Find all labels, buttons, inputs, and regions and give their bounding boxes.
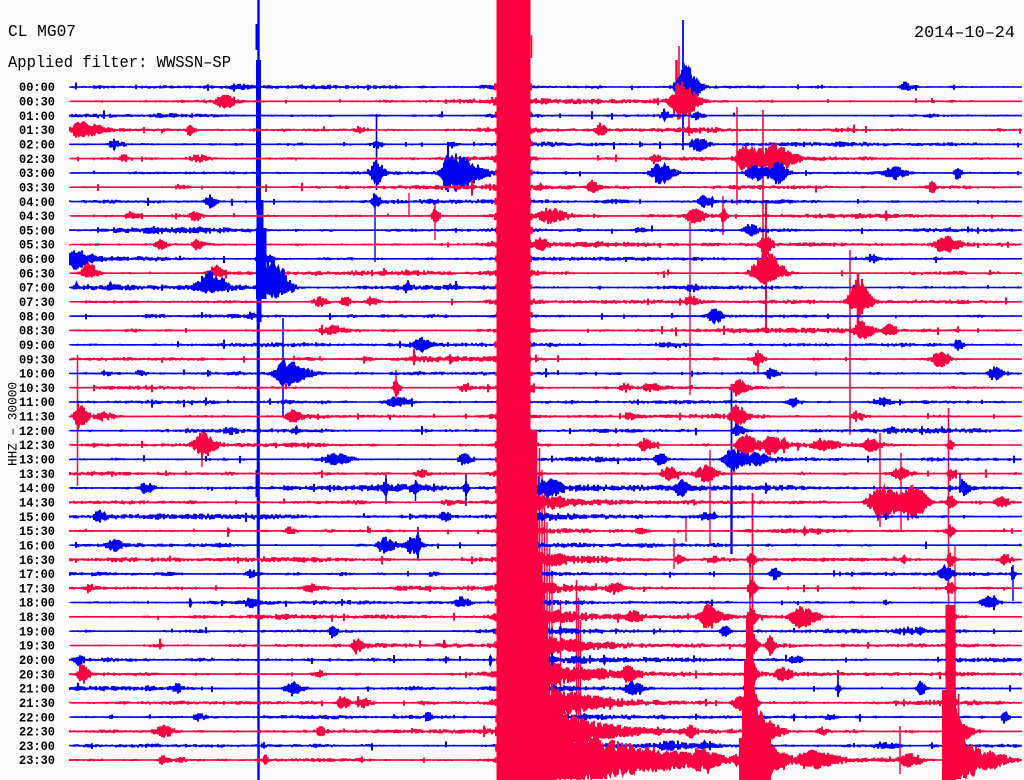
svg-text:03:00: 03:00: [19, 166, 55, 181]
svg-text:20:30: 20:30: [19, 667, 55, 682]
svg-text:10:00: 10:00: [19, 367, 55, 382]
svg-text:11:00: 11:00: [19, 395, 55, 410]
svg-text:21:30: 21:30: [19, 696, 55, 711]
svg-text:2014–10–24: 2014–10–24: [914, 24, 1015, 43]
svg-text:05:30: 05:30: [19, 238, 55, 253]
svg-text:16:00: 16:00: [19, 538, 55, 553]
svg-text:05:00: 05:00: [19, 223, 55, 238]
svg-text:08:30: 08:30: [19, 324, 55, 339]
svg-text:06:30: 06:30: [19, 266, 55, 281]
svg-text:11:30: 11:30: [19, 410, 55, 425]
svg-text:13:30: 13:30: [19, 467, 55, 482]
svg-text:12:00: 12:00: [19, 424, 55, 439]
svg-text:08:00: 08:00: [19, 309, 55, 324]
svg-text:15:00: 15:00: [19, 510, 55, 525]
svg-text:07:30: 07:30: [19, 295, 55, 310]
svg-text:16:30: 16:30: [19, 553, 55, 568]
svg-text:01:30: 01:30: [19, 123, 55, 138]
svg-text:HHZ – 30000: HHZ – 30000: [6, 382, 21, 466]
svg-text:04:30: 04:30: [19, 209, 55, 224]
svg-text:21:00: 21:00: [19, 682, 55, 697]
svg-text:04:00: 04:00: [19, 195, 55, 210]
svg-text:09:00: 09:00: [19, 338, 55, 353]
svg-text:00:00: 00:00: [19, 80, 55, 95]
svg-text:19:00: 19:00: [19, 624, 55, 639]
svg-text:18:00: 18:00: [19, 596, 55, 611]
svg-text:19:30: 19:30: [19, 639, 55, 654]
svg-text:10:30: 10:30: [19, 381, 55, 396]
svg-text:22:30: 22:30: [19, 725, 55, 740]
svg-text:22:00: 22:00: [19, 710, 55, 725]
svg-text:17:30: 17:30: [19, 581, 55, 596]
svg-text:02:00: 02:00: [19, 137, 55, 152]
svg-text:06:00: 06:00: [19, 252, 55, 267]
svg-text:01:00: 01:00: [19, 109, 55, 124]
svg-text:15:30: 15:30: [19, 524, 55, 539]
svg-text:02:30: 02:30: [19, 152, 55, 167]
svg-text:00:30: 00:30: [19, 95, 55, 110]
svg-text:17:00: 17:00: [19, 567, 55, 582]
svg-text:23:30: 23:30: [19, 753, 55, 768]
svg-text:23:00: 23:00: [19, 739, 55, 754]
svg-text:09:30: 09:30: [19, 352, 55, 367]
svg-text:18:30: 18:30: [19, 610, 55, 625]
svg-text:14:00: 14:00: [19, 481, 55, 496]
svg-text:12:30: 12:30: [19, 438, 55, 453]
svg-text:20:00: 20:00: [19, 653, 55, 668]
svg-text:13:00: 13:00: [19, 453, 55, 468]
svg-text:03:30: 03:30: [19, 180, 55, 195]
svg-text:Applied filter: WWSSN–SP: Applied filter: WWSSN–SP: [8, 54, 231, 73]
svg-text:CL MG07: CL MG07: [8, 23, 76, 42]
svg-text:14:30: 14:30: [19, 495, 55, 510]
svg-text:07:00: 07:00: [19, 281, 55, 296]
